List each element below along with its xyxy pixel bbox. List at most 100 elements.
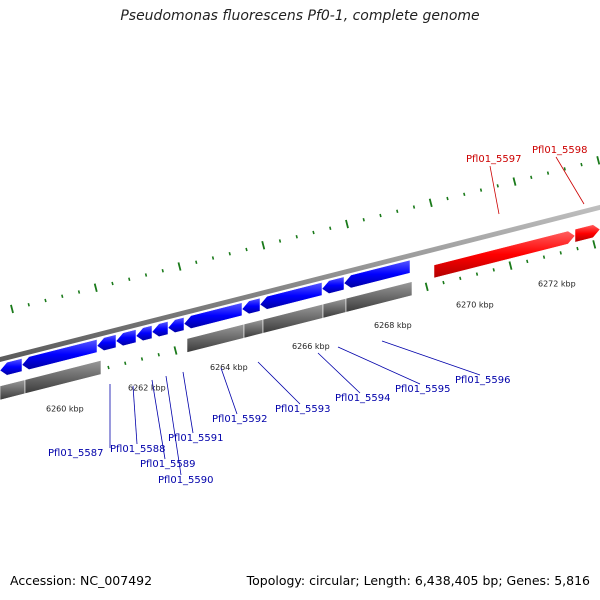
tick-minor [27,302,30,307]
tick-minor [530,175,533,180]
backbone-layer [0,204,600,401]
tick-major [428,198,433,208]
backbone-line [0,204,600,362]
label-layer: 6260 kbp 6262 kbp 6264 kbp 6266 kbp 6268 kbp… [46,145,588,486]
tick-major [592,240,597,249]
gene-block [262,303,324,334]
tick-minor [442,280,445,285]
gene-label: Pfl01_5592 [212,414,268,425]
scale-label: 6260 kbp [46,404,84,413]
tick-major [10,304,14,314]
gene-block [24,360,102,395]
tick-minor [278,239,282,243]
gene-label: Pfl01_5589 [140,459,196,470]
minus-strand-gene [167,317,185,333]
tick-minor [211,256,215,260]
tick-major [173,346,178,355]
plus-strand-gene [574,224,600,243]
tick-minor [379,213,382,218]
leader-line [165,375,182,476]
scale-label: 6268 kbp [374,321,412,330]
tick-minor [329,226,332,231]
tick-minor [44,298,47,303]
plus-strand-gene [433,230,576,279]
tick-minor [546,171,550,175]
gene-label: Pfl01_5593 [275,404,331,415]
tick-minor [144,273,148,277]
tick-minor [107,365,110,370]
tick-minor [459,276,462,281]
tick-minor [542,255,546,259]
accession-text: Accession: NC_007492 [10,573,153,588]
tick-minor [412,205,416,209]
gene-label: Pfl01_5587 [48,448,104,459]
scale-label: 6266 kbp [292,342,330,351]
tick-major [177,262,182,271]
tick-minor [195,260,198,264]
scale-label: 6264 kbp [210,363,248,372]
gene-block [0,379,26,401]
minus-strand-gene [115,329,137,347]
tick-major [93,283,98,293]
tick-minor [580,162,583,167]
tick-minor [563,167,566,171]
scale-label: 6270 kbp [456,300,494,309]
tick-minor [161,268,164,273]
gene-label: Pfl01_5595 [395,384,451,395]
gene-label: Pfl01_5590 [158,475,214,486]
tick-major [424,282,429,292]
map-title: Pseudomonas fluorescens Pf0-1, complete … [120,8,480,24]
tick-minor [140,357,144,361]
minus-strand-gene [343,259,411,289]
tick-minor [479,188,483,192]
tick-minor [124,361,127,365]
tick-minor [492,268,495,272]
tick-minor [526,259,529,264]
leader-line [317,352,361,394]
leader-line [337,346,421,385]
tick-major [345,219,349,229]
tick-major [508,261,513,270]
tick-minor [496,184,499,188]
leader-line [489,165,500,215]
scale-label: 6272 kbp [538,280,576,289]
tick-minor [475,272,479,276]
leader-line [132,385,138,445]
minus-strand-gene [241,297,261,315]
minus-strand-gene [96,334,117,351]
tick-minor [312,230,315,235]
tick-minor [396,209,399,214]
leader-line [555,156,585,205]
tick-minor [295,235,298,239]
tick-minor [228,252,231,256]
leader-line [151,379,166,460]
gene-block [186,323,245,353]
tick-minor [559,251,562,255]
gene-label: Pfl01_5596 [455,375,511,386]
minus-strand-gene [151,321,169,337]
minus-strand-gene [135,325,153,342]
gene-block [345,281,413,313]
gene-label: Pfl01_5597 [466,154,522,165]
gene-layer [0,224,600,376]
tick-minor [157,353,160,357]
gene-label: Pfl01_5594 [335,393,391,404]
tick-major [261,240,266,250]
tick-minor [362,218,365,222]
gene-label: Pfl01_5591 [168,433,224,444]
tick-layer [6,156,600,398]
tick-minor [245,247,248,252]
tick-minor [77,290,81,294]
scale-label: 6262 kbp [128,384,166,393]
tick-minor [128,277,131,281]
genome-summary: Topology: circular; Length: 6,438,405 bp… [246,573,590,588]
gene-block [322,297,347,319]
tick-minor [446,196,449,201]
leader-line [381,340,481,376]
tick-minor [463,192,466,197]
gene-label: Pfl01_5588 [110,444,166,455]
tick-major [512,177,517,186]
leader-line [182,371,194,434]
gene-block [243,318,264,339]
